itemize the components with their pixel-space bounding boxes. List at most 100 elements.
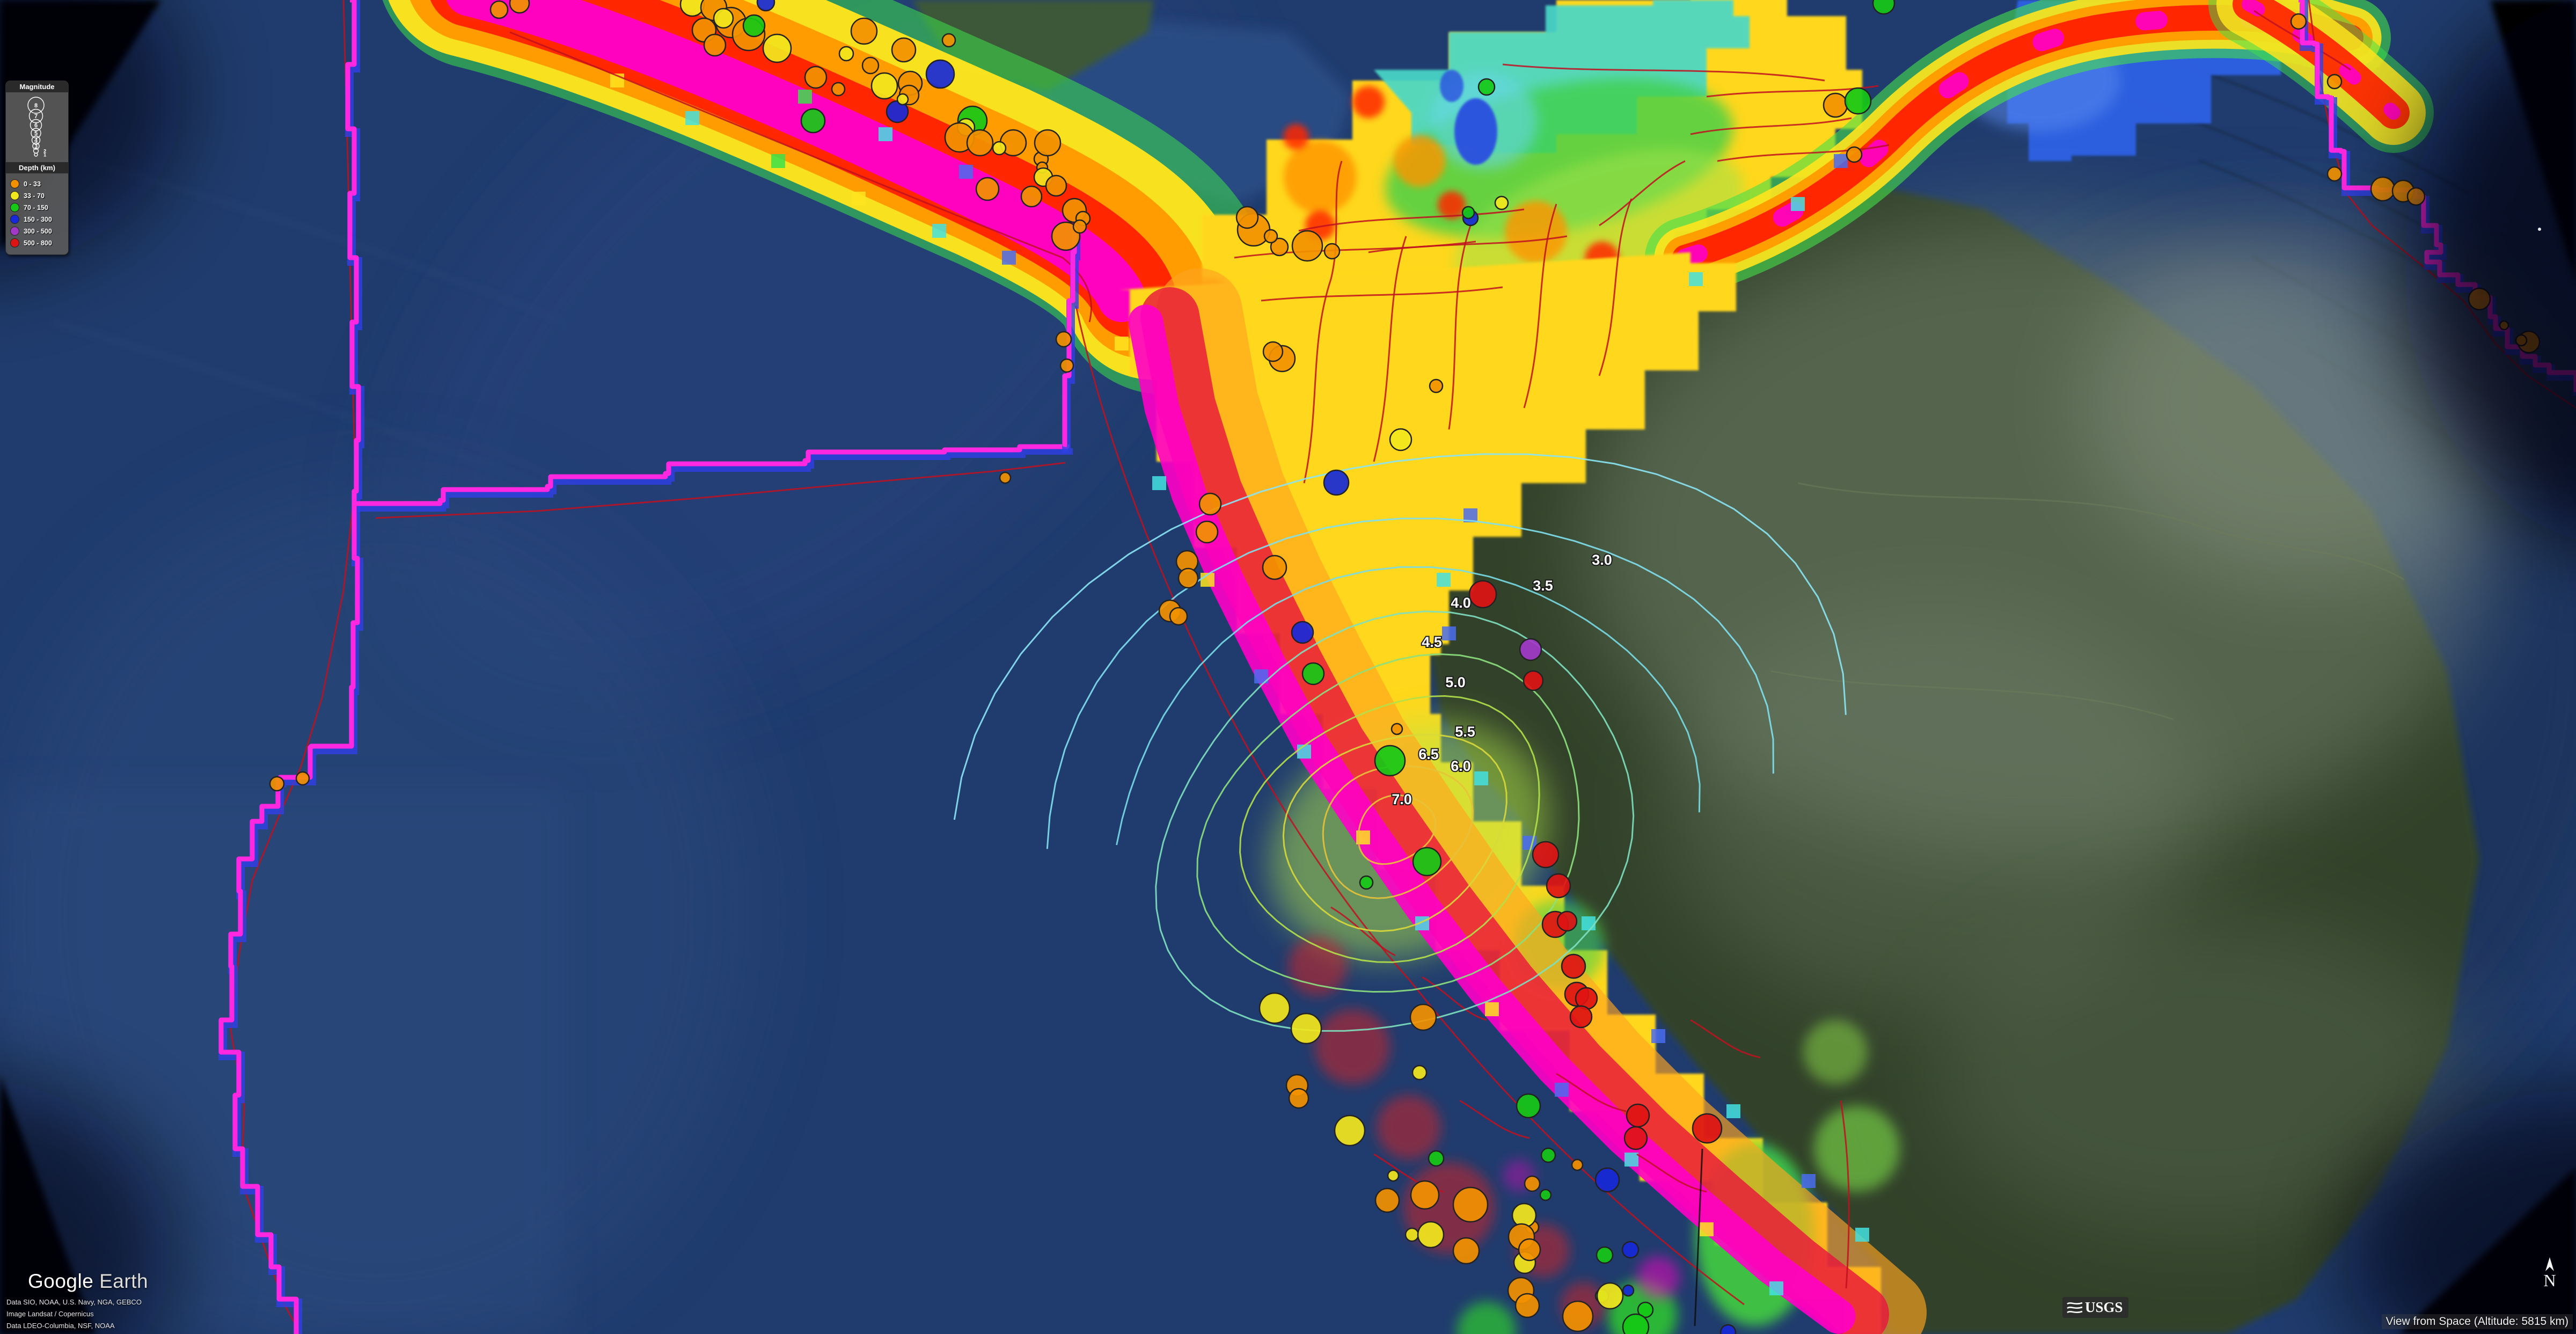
- earthquake-marker[interactable]: [1288, 1088, 1309, 1109]
- earthquake-marker[interactable]: [1051, 221, 1081, 251]
- earthquake-marker[interactable]: [703, 33, 727, 57]
- earthquake-marker[interactable]: [1404, 1227, 1419, 1242]
- earthquake-marker[interactable]: [1059, 358, 1074, 373]
- earthquake-marker[interactable]: [2326, 166, 2343, 182]
- earthquake-marker[interactable]: [1391, 723, 1403, 735]
- earthquake-marker[interactable]: [861, 56, 880, 75]
- earthquake-marker[interactable]: [1556, 910, 1578, 932]
- earthquake-marker[interactable]: [1692, 1113, 1723, 1144]
- earthquake-marker[interactable]: [1195, 520, 1219, 544]
- earthquake-marker[interactable]: [1291, 230, 1323, 262]
- earthquake-marker[interactable]: [269, 776, 285, 792]
- earthquake-marker[interactable]: [1622, 1284, 1635, 1297]
- earthquake-marker[interactable]: [1844, 87, 1872, 115]
- earthquake-marker[interactable]: [1323, 469, 1350, 496]
- earthquake-marker[interactable]: [762, 33, 792, 63]
- earthquake-marker[interactable]: [1524, 1175, 1541, 1192]
- earthquake-marker[interactable]: [1846, 146, 1863, 163]
- earthquake-marker[interactable]: [1235, 206, 1259, 229]
- earthquake-marker[interactable]: [1637, 1301, 1654, 1318]
- earthquake-marker[interactable]: [1719, 1324, 1737, 1334]
- earthquake-marker[interactable]: [1569, 1005, 1593, 1029]
- earthquake-marker[interactable]: [1374, 745, 1406, 777]
- earthquake-marker[interactable]: [1045, 174, 1067, 197]
- earthquake-marker[interactable]: [1540, 1147, 1556, 1163]
- earthquake-markers[interactable]: [269, 0, 2541, 1334]
- earthquake-marker[interactable]: [975, 177, 1000, 201]
- earthquake-marker[interactable]: [1494, 195, 1509, 210]
- earthquake-marker[interactable]: [1516, 1093, 1541, 1119]
- earthquake-marker[interactable]: [1561, 953, 1586, 979]
- earthquake-marker[interactable]: [1411, 1065, 1428, 1081]
- earthquake-marker[interactable]: [1539, 1189, 1552, 1201]
- earthquake-marker[interactable]: [1389, 428, 1413, 451]
- earthquake-marker[interactable]: [1596, 1282, 1624, 1310]
- earthquake-marker[interactable]: [800, 108, 826, 134]
- earthquake-marker[interactable]: [1623, 1126, 1648, 1150]
- earthquake-marker[interactable]: [1177, 567, 1199, 589]
- earthquake-marker[interactable]: [2290, 13, 2307, 30]
- earthquake-marker[interactable]: [2326, 74, 2343, 90]
- earthquake-marker[interactable]: [1519, 638, 1542, 661]
- earthquake-marker[interactable]: [1374, 1187, 1400, 1213]
- earthquake-marker[interactable]: [870, 72, 898, 100]
- earthquake-marker[interactable]: [1410, 1180, 1440, 1210]
- earthquake-marker[interactable]: [1468, 580, 1497, 609]
- earthquake-marker[interactable]: [1409, 1003, 1437, 1031]
- earthquake-marker[interactable]: [1596, 1246, 1614, 1264]
- earthquake-marker[interactable]: [1823, 92, 1848, 118]
- earthquake-marker[interactable]: [1359, 875, 1374, 890]
- earthquake-marker[interactable]: [1323, 243, 1341, 260]
- earthquake-marker[interactable]: [1626, 1103, 1650, 1128]
- earthquake-marker[interactable]: [1429, 378, 1444, 393]
- earthquake-marker[interactable]: [1514, 1293, 1540, 1318]
- earthquake-marker[interactable]: [1461, 206, 1475, 220]
- earthquake-marker[interactable]: [1291, 621, 1314, 644]
- earthquake-marker[interactable]: [1169, 607, 1188, 626]
- earthquake-marker[interactable]: [1334, 1114, 1366, 1147]
- earthquake-marker[interactable]: [1270, 237, 1289, 257]
- earthquake-marker[interactable]: [896, 93, 909, 106]
- earthquake-marker[interactable]: [1258, 992, 1291, 1024]
- earthquake-marker[interactable]: [509, 0, 530, 14]
- earthquake-marker[interactable]: [1263, 229, 1278, 244]
- earthquake-marker[interactable]: [1452, 1237, 1480, 1265]
- earthquake-marker[interactable]: [966, 129, 994, 157]
- earthquake-marker[interactable]: [1546, 873, 1571, 899]
- earthquake-marker[interactable]: [941, 33, 956, 48]
- earthquake-marker[interactable]: [1387, 1169, 1400, 1182]
- earthquake-marker[interactable]: [992, 141, 1007, 156]
- earthquake-marker[interactable]: [1020, 185, 1043, 208]
- earthquake-marker[interactable]: [742, 14, 766, 38]
- earthquake-marker[interactable]: [713, 8, 734, 29]
- earthquake-marker[interactable]: [1262, 341, 1284, 362]
- earthquake-marker[interactable]: [1301, 662, 1325, 686]
- earthquake-marker[interactable]: [1198, 492, 1222, 516]
- earthquake-marker[interactable]: [1055, 331, 1072, 348]
- earthquake-marker[interactable]: [1523, 670, 1544, 691]
- earthquake-marker[interactable]: [804, 65, 828, 89]
- earthquake-marker[interactable]: [1262, 555, 1287, 580]
- earthquake-marker[interactable]: [756, 0, 775, 12]
- earthquake-marker[interactable]: [1412, 847, 1442, 877]
- earthquake-marker[interactable]: [1532, 841, 1560, 869]
- earthquake-marker[interactable]: [1072, 219, 1087, 234]
- earthquake-marker[interactable]: [850, 17, 878, 45]
- earthquake-marker[interactable]: [1518, 1238, 1541, 1262]
- earthquake-marker[interactable]: [1452, 1186, 1489, 1223]
- earthquake-marker[interactable]: [1034, 129, 1062, 157]
- earthquake-marker[interactable]: [1622, 1313, 1650, 1334]
- earthquake-marker[interactable]: [1290, 1012, 1322, 1045]
- earthquake-marker[interactable]: [1477, 78, 1496, 96]
- earthquake-marker[interactable]: [295, 771, 310, 786]
- earthquake-marker[interactable]: [891, 37, 917, 63]
- compass-north[interactable]: N: [2541, 1256, 2559, 1289]
- earthquake-marker[interactable]: [1562, 1300, 1594, 1332]
- earthquake-marker[interactable]: [489, 0, 509, 19]
- earthquake-marker[interactable]: [1571, 1158, 1584, 1171]
- earthquake-marker[interactable]: [838, 46, 854, 62]
- earthquake-marker[interactable]: [1428, 1150, 1445, 1167]
- earthquake-marker[interactable]: [1621, 1241, 1640, 1259]
- earthquake-marker[interactable]: [1594, 1167, 1620, 1193]
